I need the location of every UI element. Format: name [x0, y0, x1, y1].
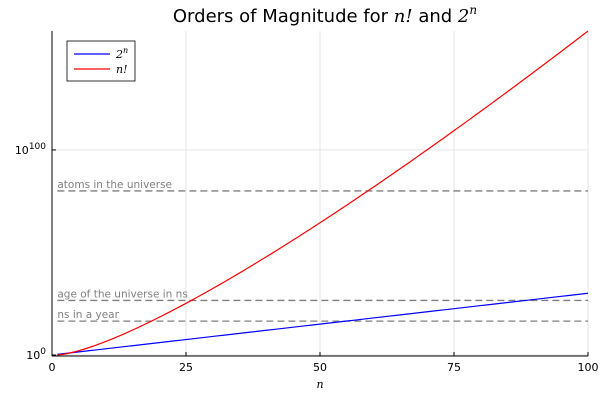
chart-title-text-mid: and [413, 6, 458, 27]
x-tick-label: 25 [179, 361, 193, 374]
chart-title-math-2-exp: n [469, 3, 477, 17]
chart-title-math-2-base: 2 [457, 6, 469, 27]
reference-line-label: age of the universe in ns [57, 288, 187, 300]
chart-title: Orders of Magnitude for n! and 2n [173, 3, 477, 27]
legend-label: n! [116, 63, 128, 76]
legend-box [66, 40, 136, 82]
series-lines [57, 30, 589, 356]
x-tick-label: 75 [447, 361, 461, 374]
x-tick-label: 100 [578, 361, 599, 374]
reference-lines: atoms in the universe age of the universe… [57, 179, 588, 322]
chart-title-math-1: n! [394, 6, 413, 27]
reference-line-label: atoms in the universe [57, 179, 172, 191]
legend: 2n n! [66, 40, 136, 82]
x-tick-label: 50 [313, 361, 327, 374]
legend-label: 2n [115, 46, 128, 61]
y-tick-label: 10100 [15, 142, 46, 157]
axes: 0 25 50 75 100 100 10100 n [15, 31, 599, 391]
series-line [57, 30, 589, 356]
series-line [57, 292, 589, 355]
x-tick-label: 0 [49, 361, 56, 374]
chart-title-text: Orders of Magnitude for [173, 6, 394, 27]
reference-line-label: ns in a year [57, 309, 119, 321]
y-tick-label: 100 [26, 347, 46, 362]
x-axis-label: n [316, 378, 323, 391]
